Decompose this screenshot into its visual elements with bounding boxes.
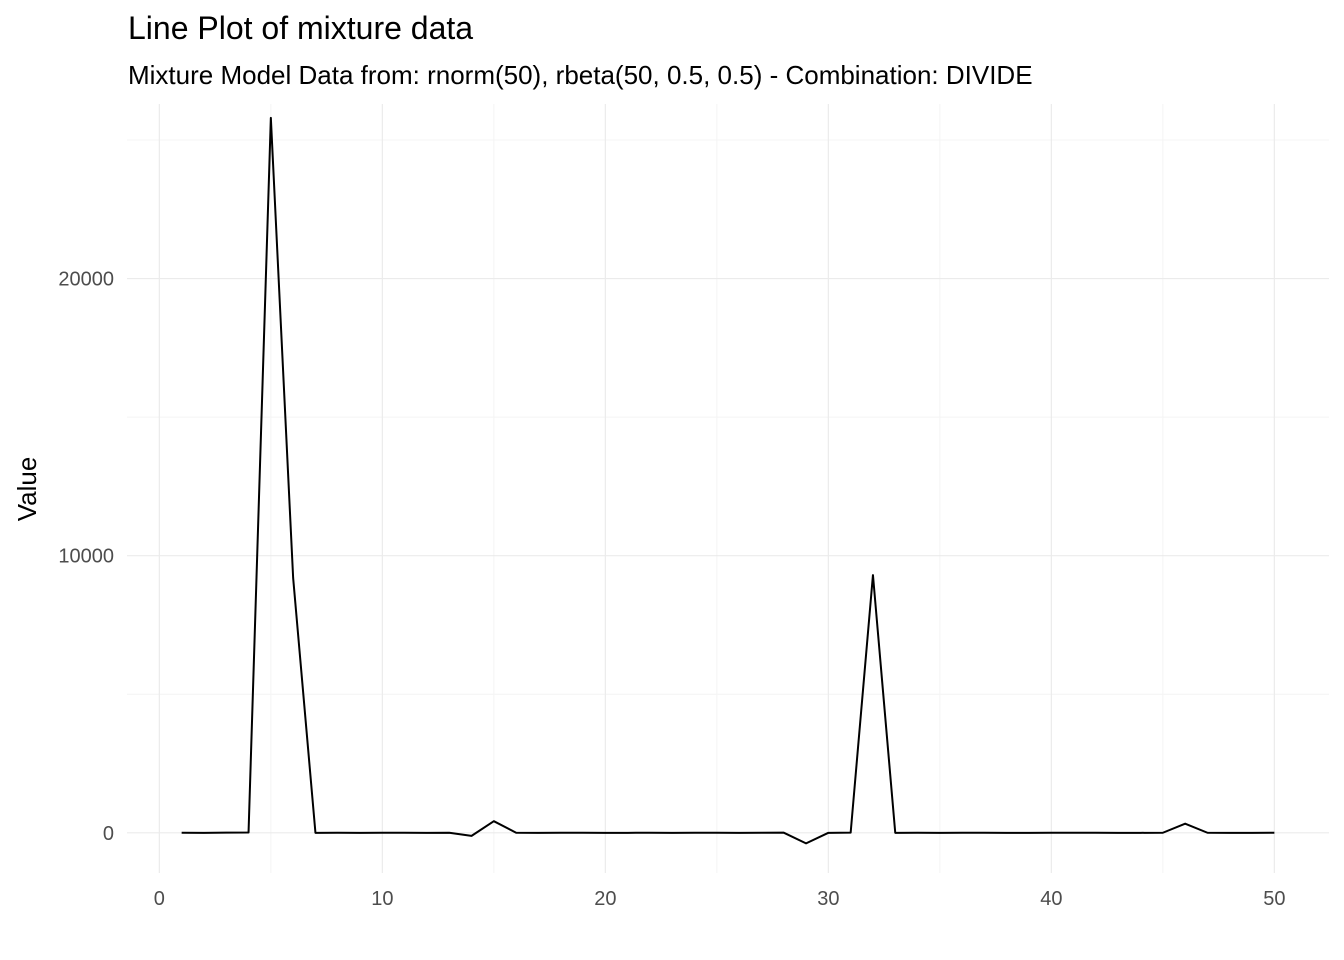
y-tick-label: 0 [103,823,114,845]
y-axis-title: Value [12,457,42,522]
x-tick-label: 0 [154,888,165,910]
major-gridlines [127,104,1329,873]
y-tick-label: 10000 [58,546,114,568]
chart-title: Line Plot of mixture data [128,10,474,46]
x-tick-label: 10 [371,888,393,910]
series-line [181,116,1275,845]
x-tick-label: 40 [1040,888,1062,910]
chart-subtitle: Mixture Model Data from: rnorm(50), rbet… [128,60,1033,90]
data-series [181,116,1275,845]
x-tick-label: 20 [594,888,616,910]
x-tick-label: 30 [817,888,839,910]
minor-gridlines [127,104,1329,873]
y-tick-label: 20000 [58,269,114,291]
y-axis-tick-labels: 0 10000 20000 [58,269,114,845]
x-tick-label: 50 [1263,888,1285,910]
x-axis-tick-labels: 0 10 20 30 40 50 [154,888,1286,910]
